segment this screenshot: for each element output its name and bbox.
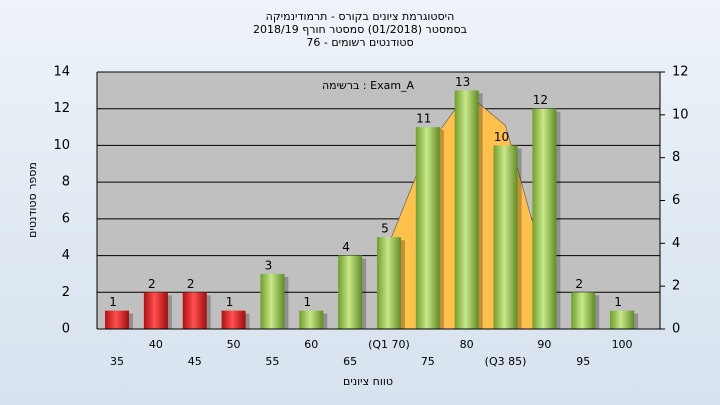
- x-tick-label: 75: [421, 355, 435, 368]
- data-label: 2: [187, 277, 195, 291]
- x-tick-label: (Q1 70): [368, 338, 410, 351]
- data-label: 12: [533, 93, 548, 107]
- x-tick-label: 95: [576, 355, 590, 368]
- x-tick-label: 50: [227, 338, 241, 351]
- x-tick-label: 55: [265, 355, 279, 368]
- y-tick-label: 10: [53, 138, 70, 153]
- data-label: 5: [381, 222, 389, 236]
- bar: [260, 273, 285, 329]
- bar: [415, 127, 440, 329]
- x-tick-label: 60: [304, 338, 318, 351]
- annotation: ברשימה : Exam_A: [322, 79, 415, 92]
- data-label: 13: [455, 75, 470, 89]
- chart-subtitle: בסמסטר (01/2018) סמסטר חורף 2018/19: [253, 23, 467, 36]
- bar: [182, 292, 207, 329]
- y-tick-label: 14: [53, 65, 70, 80]
- data-label: 10: [494, 130, 509, 144]
- data-label: 2: [148, 277, 156, 291]
- x-axis-label: טווח ציונים: [343, 375, 393, 388]
- data-label: 4: [342, 240, 350, 254]
- x-tick-label: 35: [110, 355, 124, 368]
- data-label: 1: [226, 295, 234, 309]
- y-axis-label: מספר סטודנטים: [26, 162, 39, 238]
- y-tick-label: 8: [62, 175, 70, 190]
- data-label: 11: [416, 112, 431, 126]
- y2-tick-label: 12: [672, 65, 689, 80]
- data-label: 2: [575, 277, 583, 291]
- bar: [299, 310, 324, 329]
- bar: [571, 292, 596, 329]
- y2-tick-label: 8: [672, 150, 680, 165]
- bar: [493, 145, 518, 329]
- bar: [610, 310, 635, 329]
- x-tick-label: (Q3 85): [485, 355, 527, 368]
- data-label: 1: [109, 295, 117, 309]
- bar: [376, 237, 401, 329]
- data-label: 1: [614, 295, 622, 309]
- bar: [105, 310, 130, 329]
- y-tick-label: 0: [62, 322, 70, 337]
- x-tick-label: 100: [612, 338, 633, 351]
- y-tick-label: 4: [62, 248, 70, 263]
- y-tick-label: 12: [53, 101, 70, 116]
- chart-title: היסטוגרמת ציונים בקורס - תרמודינמיקה: [266, 10, 455, 23]
- x-tick-label: 40: [149, 338, 163, 351]
- y-tick-label: 2: [62, 285, 70, 300]
- y-tick-label: 6: [62, 211, 70, 226]
- y2-tick-label: 10: [672, 107, 689, 122]
- data-label: 3: [265, 258, 273, 272]
- bar: [143, 292, 168, 329]
- bar: [221, 310, 246, 329]
- y2-tick-label: 4: [672, 236, 680, 251]
- bar: [532, 108, 557, 329]
- y2-tick-label: 2: [672, 279, 680, 294]
- bar: [338, 255, 363, 329]
- x-tick-label: 90: [537, 338, 551, 351]
- data-label: 1: [303, 295, 311, 309]
- y2-tick-label: 0: [672, 322, 680, 337]
- y2-tick-label: 6: [672, 193, 680, 208]
- x-tick-label: 45: [188, 355, 202, 368]
- bar: [454, 90, 479, 329]
- x-tick-label: 80: [460, 338, 474, 351]
- x-tick-label: 65: [343, 355, 357, 368]
- chart-subtitle: סטודנטים רשומים - 76: [306, 36, 413, 49]
